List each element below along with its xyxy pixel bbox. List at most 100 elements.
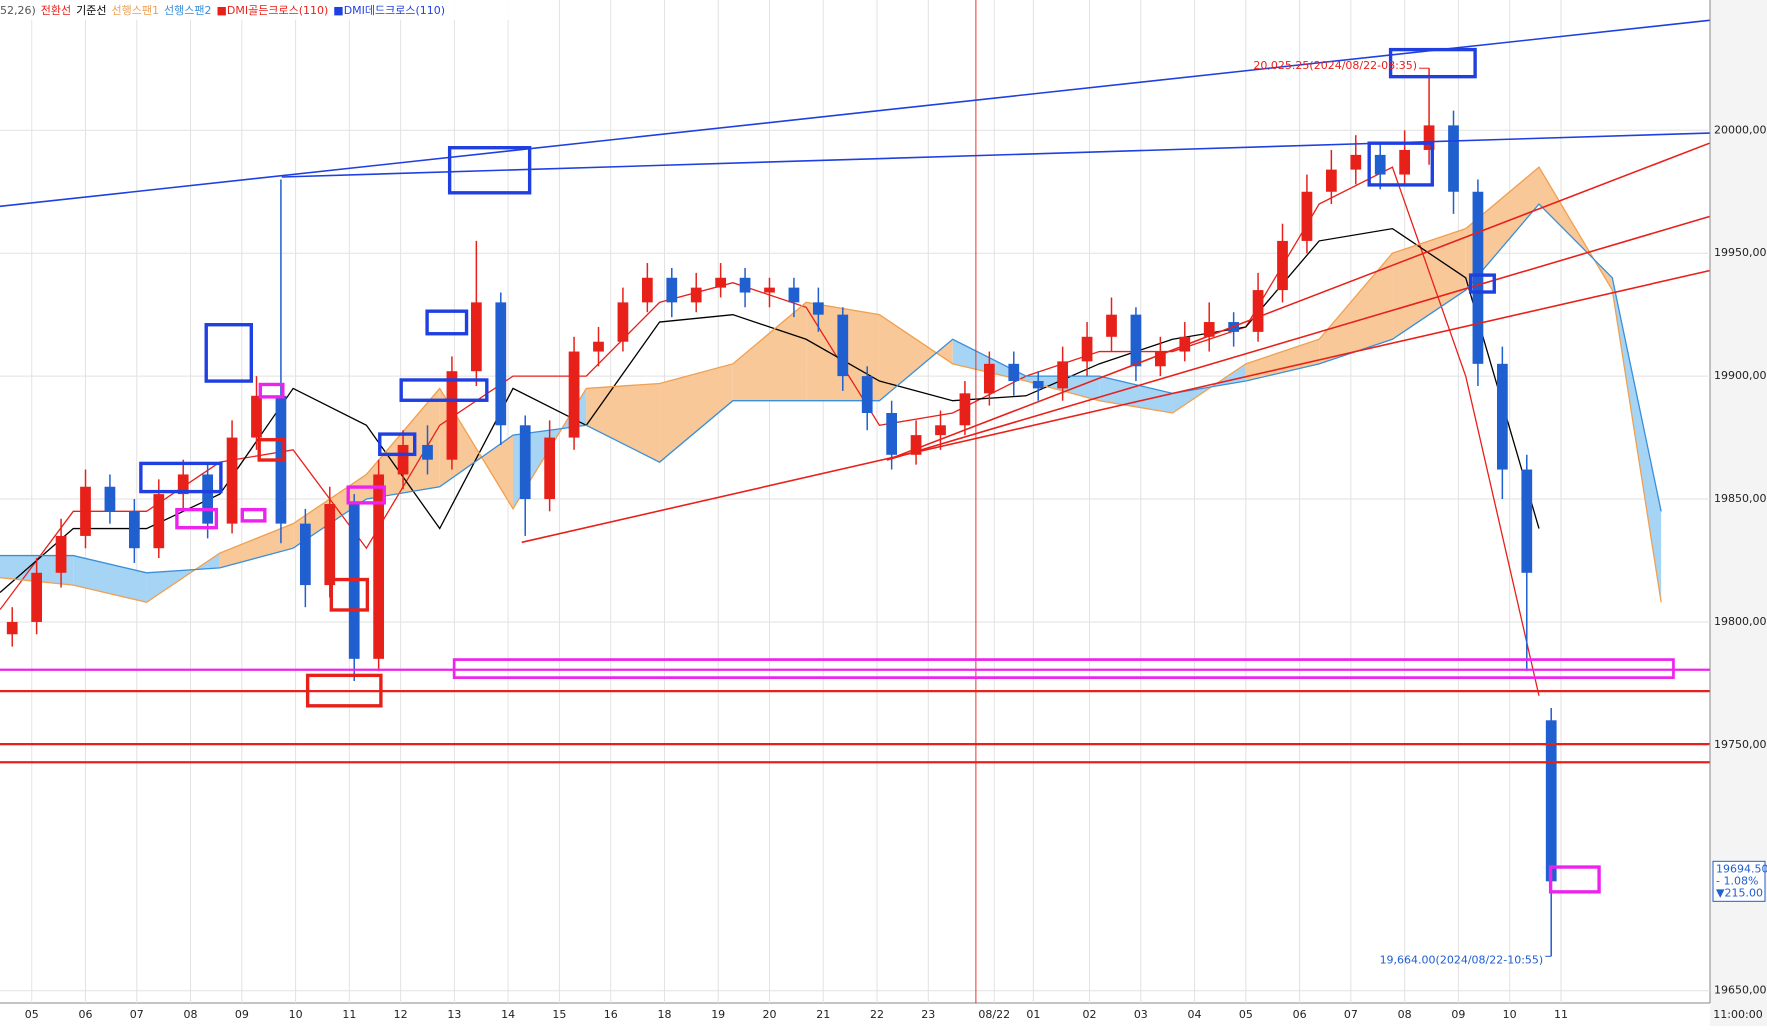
candle-body (1374, 154, 1386, 175)
signal-legend: ■DMI데드크로스(110) (333, 4, 445, 17)
candle-body (690, 287, 702, 303)
x-tick-label: 18 (657, 1008, 671, 1021)
cloud-fill (1465, 167, 1539, 291)
header-bg (0, 0, 520, 20)
x-tick-label: 08 (1398, 1008, 1412, 1021)
trend-line (521, 269, 1710, 544)
candle-body (593, 341, 604, 352)
x-tick-label: 05 (25, 1008, 39, 1021)
line-layer (0, 166, 1662, 696)
marker-box (447, 146, 532, 195)
cloud-fill (1319, 253, 1393, 364)
low-annotation: 19,664.00(2024/08/22-10:55) (1380, 953, 1544, 966)
marker-box (399, 378, 489, 402)
candle-body (886, 413, 898, 455)
grid-layer (0, 0, 1710, 1003)
zone-box (452, 658, 1675, 679)
drawings (0, 0, 1710, 1004)
x-tick-label: 23 (921, 1008, 935, 1021)
candle-body (568, 351, 580, 438)
price-change: - 1.08% (1716, 874, 1758, 887)
cloud-fill (586, 383, 660, 463)
candle-body (55, 535, 67, 573)
x-tick-label: 03 (1134, 1008, 1148, 1021)
candle-body (348, 503, 360, 659)
x-tick-label: 15 (552, 1008, 566, 1021)
candle-body (31, 572, 43, 622)
candle-body (959, 393, 971, 426)
candle-body (910, 435, 922, 455)
candle-body (1057, 361, 1069, 389)
marker-box (175, 507, 219, 530)
candle-body (177, 474, 189, 495)
candle-body (397, 444, 409, 475)
marker-box (329, 577, 370, 612)
candle-body (324, 503, 336, 586)
price-label: 19694.50 (1716, 862, 1767, 875)
candle-body (519, 425, 531, 500)
candle-body (715, 277, 727, 288)
x-tick-label: 14 (501, 1008, 515, 1021)
legend-entry: 기준선 (76, 4, 106, 17)
candle-body (666, 277, 678, 303)
x-tick-label: 16 (604, 1008, 618, 1021)
candle-body (764, 287, 775, 293)
candle-body (837, 314, 849, 377)
candle-body (1179, 336, 1191, 352)
price-diff: ▼215.00 (1716, 886, 1763, 899)
marker-box (204, 323, 253, 383)
x-tick-label: 22 (870, 1008, 884, 1021)
header: 52,26) 전환선 기준선 선행스팬1 선행스팬2 ■DMI골든크로스(110) ■DMI… (0, 4, 445, 17)
candle-body (202, 474, 214, 524)
candle-body (1325, 169, 1337, 192)
high-annotation: 20,025.25(2024/08/22-08:35) (1253, 59, 1417, 72)
header-label: 52,26) (0, 4, 36, 17)
marker-box (425, 309, 469, 336)
candle-body (1521, 469, 1533, 573)
marker-box (346, 485, 386, 505)
x-tick-label: 06 (1293, 1008, 1307, 1021)
candle-body (373, 474, 385, 659)
candle-body (1252, 290, 1264, 332)
candle-body (226, 437, 238, 524)
y-tick-label: 19750,00 (1714, 738, 1767, 751)
legend-entry: 전환선 (41, 4, 71, 17)
candle-body (1399, 149, 1411, 175)
candle-body (1496, 363, 1508, 470)
candle-body (812, 302, 824, 315)
candle-body (446, 371, 458, 460)
candle-body (1545, 720, 1557, 882)
candle-body (1081, 336, 1093, 362)
text-layer: 19650,00 19750,00 19800,00 19850,00 19900,00… (25, 59, 1767, 1021)
trend-line (886, 215, 1710, 461)
y-axis-panel (1710, 0, 1767, 1026)
candle-body (251, 395, 262, 438)
candle-body (1106, 314, 1117, 337)
cloud-fill (732, 302, 807, 401)
x-tick-label: 11 (342, 1008, 356, 1021)
cloud-fill (73, 555, 147, 603)
marker-box (240, 507, 267, 523)
candle-body (1472, 191, 1484, 364)
candle-body (1032, 381, 1044, 389)
x-tick-label: 08 (184, 1008, 198, 1021)
candle-body (1008, 363, 1020, 382)
marker-box (139, 461, 223, 494)
legend-entry: 선행스팬2 (164, 4, 211, 17)
candle-body (495, 302, 507, 426)
candle-body (1130, 314, 1142, 367)
x-tick-label: 20 (763, 1008, 777, 1021)
x-tick-label: 11 (1554, 1008, 1568, 1021)
x-tick-label: 07 (1344, 1008, 1358, 1021)
x-tick-label: 12 (394, 1008, 408, 1021)
candle-body (1301, 191, 1313, 241)
trend-line (281, 132, 1710, 178)
cloud-fill (659, 363, 733, 463)
marker-box (305, 673, 383, 708)
y-tick-label: 20000,00 (1714, 123, 1767, 136)
trend-line (886, 142, 1710, 461)
cloud-fill (1392, 228, 1466, 340)
candle-body (544, 437, 556, 500)
candle-body (470, 302, 482, 372)
